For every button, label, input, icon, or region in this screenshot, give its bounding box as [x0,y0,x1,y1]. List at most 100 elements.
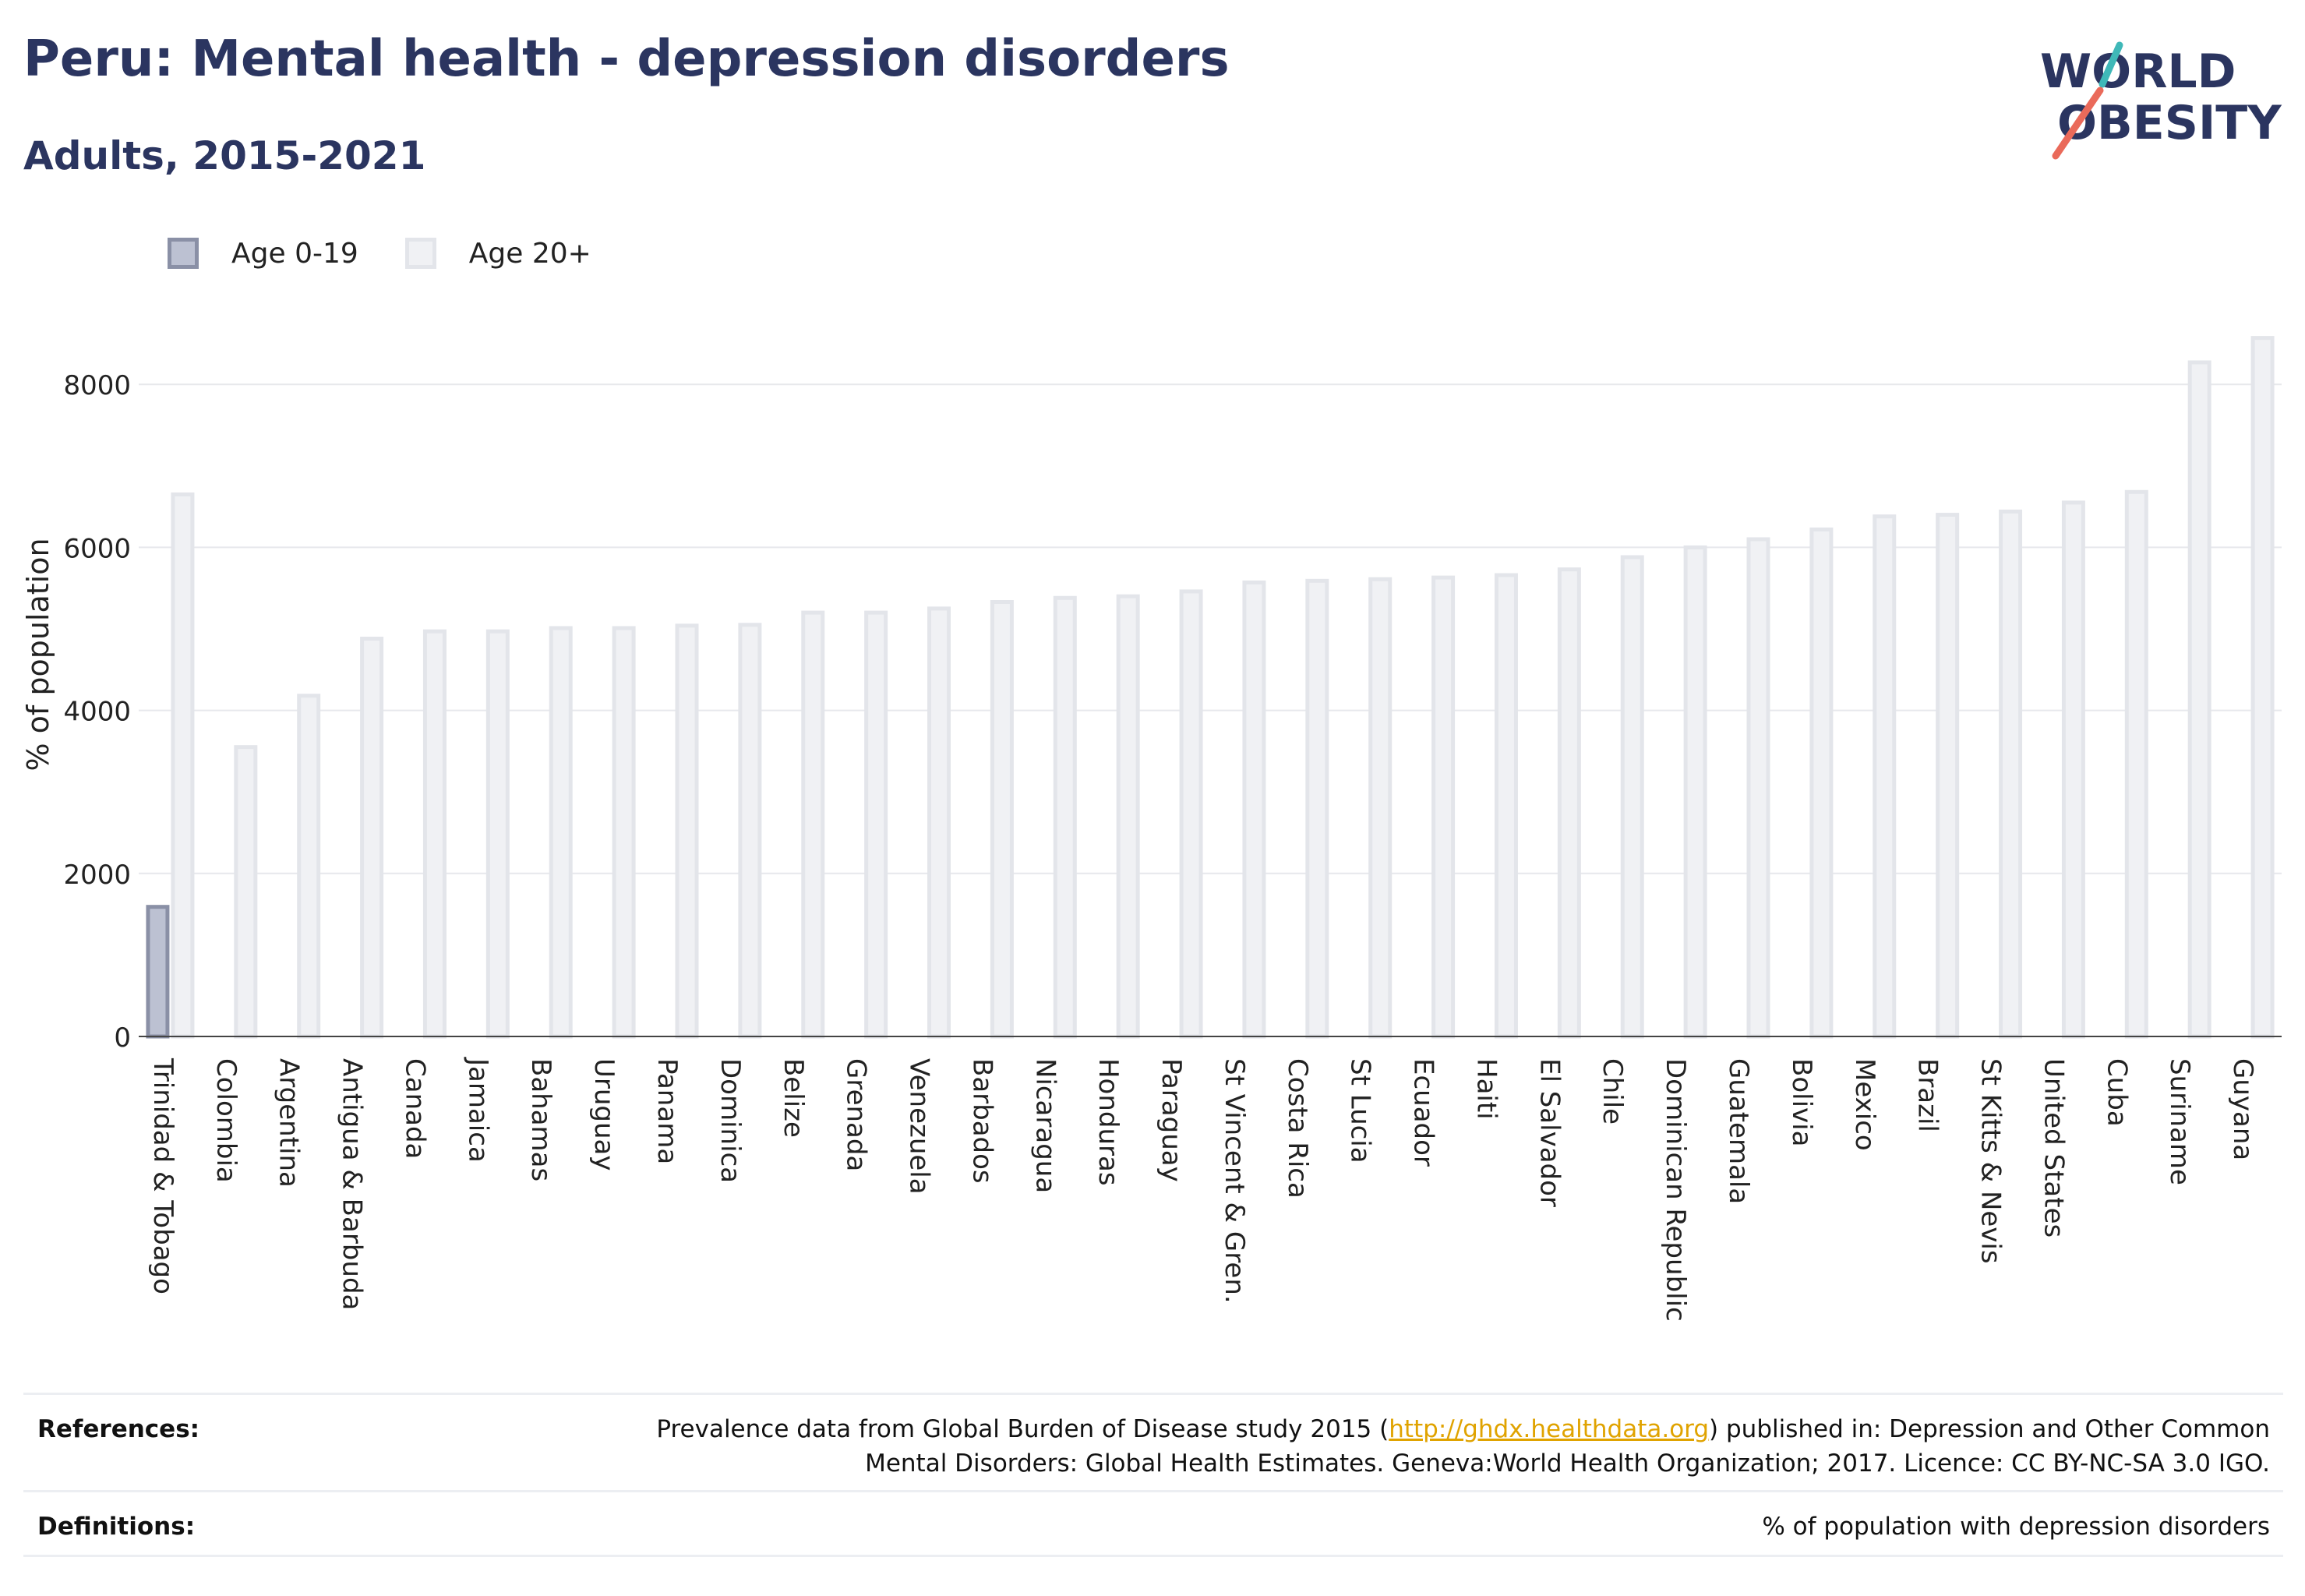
bar-age-20-plus[interactable] [549,626,573,1039]
x-tick-label: St Lucia [1345,1058,1376,1163]
x-tick-label: Paraguay [1156,1058,1187,1182]
definitions-label: Definitions: [37,1513,196,1541]
bar-age-20-plus[interactable] [2061,500,2085,1039]
y-tick-label: 2000 [63,860,131,891]
bar-age-20-plus[interactable] [2187,360,2211,1039]
x-tick-label: Colombia [210,1058,242,1183]
bar-age-20-plus[interactable] [360,637,384,1039]
x-tick-label: St Vincent & Gren. [1219,1058,1250,1304]
y-tick-labels: 0 2000 4000 6000 8000 [63,370,131,1054]
bar-age-20-plus[interactable] [1305,578,1329,1039]
bar-age-20-plus[interactable] [1746,537,1770,1039]
x-tick-label: Guatemala [1723,1058,1754,1204]
legend-label-age-0-19: Age 0-19 [231,237,358,270]
world-obesity-logo: WORLD OBESITY [2040,41,2282,160]
footer-divider-bottom [23,1555,2283,1557]
x-tick-label: Trinidad & Tobago [147,1058,178,1294]
x-tick-label: El Salvador [1534,1058,1565,1207]
logo-slash-teal [2099,41,2123,88]
logo-slash-coral [2052,87,2104,160]
legend-label-age-20-plus: Age 20+ [468,237,591,270]
grid-lines [139,383,2282,1037]
bar-age-20-plus[interactable] [234,745,258,1039]
x-tick-label: Mexico [1849,1058,1880,1151]
bar-age-20-plus[interactable] [297,694,321,1039]
logo-text-obesity: OBESITY [2057,96,2282,150]
bar-age-20-plus[interactable] [485,629,510,1039]
bar-age-20-plus[interactable] [990,599,1014,1039]
x-tick-label: Grenada [841,1058,872,1171]
y-tick-label: 4000 [63,697,131,728]
x-tick-label: St Kitts & Nevis [1975,1058,2007,1264]
bar-age-20-plus[interactable] [801,610,825,1039]
bar-age-20-plus[interactable] [927,606,951,1039]
bar-age-20-plus[interactable] [612,626,636,1039]
bar-age-20-plus[interactable] [422,629,447,1039]
x-tick-label: Belize [778,1058,809,1138]
bar-age-20-plus[interactable] [1116,594,1140,1039]
bar-age-20-plus[interactable] [1809,527,1834,1039]
x-tick-labels: Trinidad & Tobago Colombia Argentina Antigu… [147,1057,2258,1322]
bar-age-20-plus[interactable] [1936,513,1960,1039]
references-text-after: ) published in: Depression and Other Com… [1709,1415,2270,1443]
references-link[interactable]: http://ghdx.healthdata.org [1389,1415,1710,1443]
x-tick-label: Barbados [966,1058,997,1184]
definitions-text: % of population with depression disorder… [1762,1513,2270,1541]
x-tick-label: Argentina [274,1058,305,1188]
bar-age-20-plus[interactable] [1494,573,1518,1039]
references-text: Prevalence data from Global Burden of Di… [656,1412,2270,1481]
x-tick-label: Bahamas [525,1058,556,1181]
references-label: References: [37,1415,200,1443]
x-tick-label: Suriname [2164,1058,2195,1185]
bar-age-20-plus[interactable] [738,623,762,1039]
x-tick-label: Dominica [715,1058,746,1183]
x-tick-label: Dominican Republic [1660,1058,1691,1322]
bar-age-20-plus[interactable] [1179,589,1203,1039]
x-tick-label: Jamaica [462,1057,493,1163]
x-tick-label: Brazil [1912,1058,1943,1132]
bar-age-20-plus[interactable] [1873,514,1897,1039]
x-tick-label: Ecuador [1408,1058,1439,1167]
logo-text-world: WORLD [2040,44,2236,99]
bar-age-20-plus[interactable] [1999,509,2023,1039]
legend-swatch-age-20-plus [404,238,436,269]
bar-chart: 0 2000 4000 6000 8000 Trinidad & Tobago Colom… [21,336,2282,1322]
page-title: Peru: Mental health - depression disorde… [23,30,1230,88]
footer-divider-middle [23,1490,2283,1492]
x-tick-label: Cuba [2101,1058,2132,1127]
bar-age-20-plus[interactable] [1431,575,1456,1039]
legend-item-age-0-19[interactable]: Age 0-19 [168,238,358,270]
bar-age-20-plus[interactable] [171,492,195,1039]
bar-age-20-plus[interactable] [2250,336,2275,1039]
bars [146,336,2275,1039]
x-tick-label: Guyana [2227,1058,2258,1160]
bar-age-20-plus[interactable] [1242,580,1266,1039]
x-tick-label: Honduras [1092,1058,1124,1186]
x-tick-label: Bolivia [1786,1058,1817,1146]
references-line-2: Mental Disorders: Global Health Estimate… [865,1449,2270,1478]
y-tick-label: 8000 [63,370,131,401]
x-tick-label: Chile [1597,1058,1628,1125]
x-tick-label: Haiti [1470,1058,1502,1120]
bar-age-20-plus[interactable] [1368,577,1393,1039]
y-tick-label: 0 [114,1022,131,1054]
bar-age-20-plus[interactable] [864,610,888,1039]
bar-age-20-plus[interactable] [1683,545,1707,1039]
y-axis-label: % of population [21,538,55,771]
footer-divider-top [23,1393,2283,1395]
page-subtitle: Adults, 2015-2021 [23,133,426,178]
bar-age-20-plus[interactable] [1620,555,1644,1039]
bar-age-0-19[interactable] [146,905,170,1039]
bar-age-20-plus[interactable] [675,623,699,1039]
legend-item-age-20-plus[interactable]: Age 20+ [404,237,591,270]
x-tick-label: Panama [651,1058,683,1164]
x-tick-label: Costa Rica [1282,1058,1313,1199]
x-tick-label: Venezuela [904,1058,935,1195]
x-tick-label: Antigua & Barbuda [337,1058,368,1310]
bar-age-20-plus[interactable] [2124,489,2148,1039]
x-tick-label: Canada [399,1058,430,1159]
legend-swatch-age-0-19 [168,238,199,269]
bar-age-20-plus[interactable] [1557,567,1581,1039]
references-text-before: Prevalence data from Global Burden of Di… [656,1415,1389,1443]
bar-age-20-plus[interactable] [1053,595,1077,1039]
